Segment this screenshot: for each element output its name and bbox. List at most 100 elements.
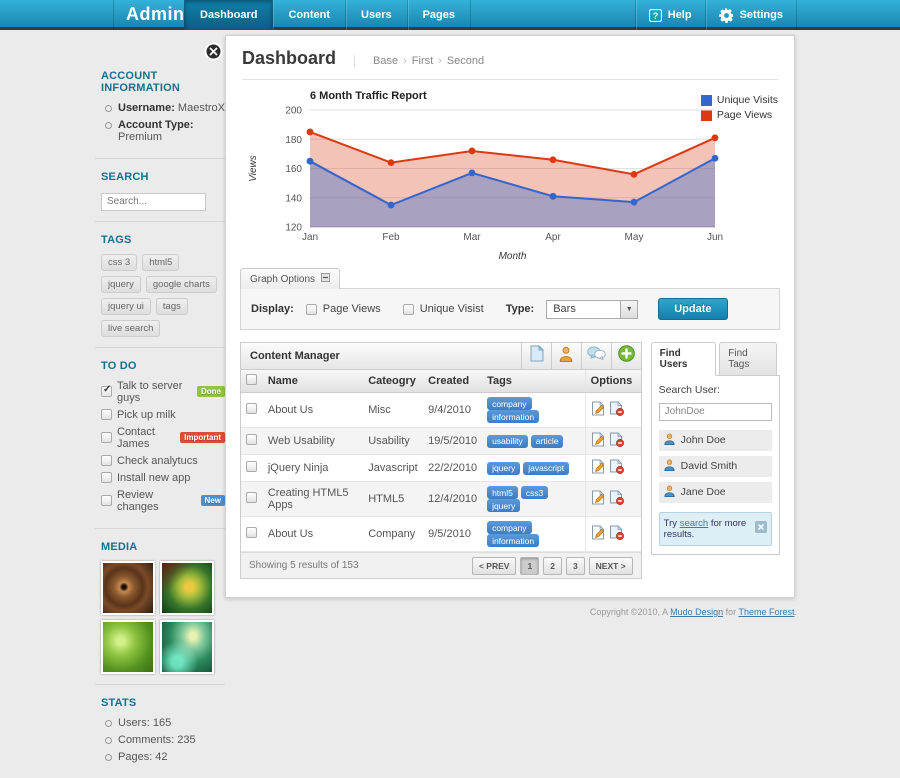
- chart-type-select[interactable]: Bars ▼: [546, 299, 639, 319]
- media-section: MEDIA: [95, 529, 225, 685]
- collapse-toggle-icon[interactable]: [321, 273, 331, 285]
- pagination-button[interactable]: 2: [543, 556, 562, 575]
- table-row[interactable]: About Us Company 9/5/2010 companyinformatio…: [241, 516, 641, 552]
- delete-icon[interactable]: [609, 525, 624, 543]
- media-thumbnail-green-blur[interactable]: [101, 619, 155, 674]
- document-tool-button[interactable]: [520, 343, 551, 369]
- nav-tab-dashboard[interactable]: Dashboard: [184, 0, 274, 30]
- help-button[interactable]: ? Help: [634, 0, 705, 30]
- settings-button[interactable]: Settings: [704, 0, 797, 30]
- todo-checkbox[interactable]: [101, 472, 112, 483]
- tag-pill[interactable]: css 3: [101, 253, 138, 271]
- table-row[interactable]: jQuery Ninja Javascript 22/2/2010 jquery jav…: [241, 454, 641, 482]
- tag-pill[interactable]: google charts: [145, 275, 217, 293]
- tab-find-tags[interactable]: Find Tags: [719, 342, 777, 376]
- content-tag[interactable]: usability: [487, 434, 528, 448]
- todo-section: TO DO Talk to server guys Done Pick up mil…: [95, 348, 225, 529]
- find-users-box: Search User: John Doe David Smith Jane Doe…: [650, 375, 780, 555]
- content-tag[interactable]: article: [530, 434, 564, 448]
- row-checkbox[interactable]: [246, 434, 258, 445]
- row-checkbox[interactable]: [246, 492, 258, 503]
- sidebar: ACCOUNT INFORMATION Username: MaestroX Ac…: [95, 58, 225, 778]
- content-tag[interactable]: css3: [520, 486, 549, 499]
- content-tag[interactable]: jquery: [487, 461, 521, 475]
- search-link[interactable]: search: [679, 517, 709, 529]
- todo-checkbox[interactable]: [101, 384, 112, 397]
- todo-label: Install new app: [117, 471, 191, 484]
- todo-checkbox[interactable]: [101, 495, 112, 506]
- table-row[interactable]: Web Usability Usability 19/5/2010 usability…: [241, 427, 641, 455]
- update-button[interactable]: Update: [658, 298, 728, 320]
- search-user-input[interactable]: [658, 402, 772, 421]
- user-result-row[interactable]: David Smith: [658, 455, 772, 477]
- column-header-options[interactable]: Options: [584, 370, 641, 393]
- user-result-row[interactable]: Jane Doe: [658, 481, 772, 503]
- close-panel-button[interactable]: [204, 42, 223, 61]
- media-thumbnail-fractal-orange[interactable]: [101, 560, 155, 615]
- pagination-button[interactable]: NEXT >: [588, 556, 633, 575]
- tab-find-users[interactable]: Find Users: [650, 342, 717, 376]
- design-credit-link[interactable]: Mudo Design: [670, 607, 724, 617]
- table-row[interactable]: About Us Misc 9/4/2010 companyinformation: [241, 392, 641, 428]
- column-header-created[interactable]: Created: [423, 370, 483, 393]
- media-thumbnail-green-swirl[interactable]: [160, 619, 214, 674]
- edit-icon[interactable]: [591, 432, 605, 450]
- delete-icon[interactable]: [609, 401, 624, 419]
- sidebar-search-input[interactable]: [101, 192, 206, 211]
- svg-text:Month: Month: [499, 251, 527, 262]
- pagination-button[interactable]: < PREV: [471, 556, 517, 575]
- display-option-checkbox[interactable]: [305, 303, 317, 315]
- content-tag[interactable]: html5: [487, 486, 518, 499]
- content-tag[interactable]: jquery: [487, 499, 521, 512]
- breadcrumb-item[interactable]: Second: [446, 55, 485, 67]
- tag-pill[interactable]: jquery ui: [101, 297, 151, 315]
- content-table: Name Cateogry Created Tags Options About Us M…: [241, 370, 641, 552]
- nav-tab-users[interactable]: Users: [346, 0, 408, 30]
- graph-options-tab[interactable]: Graph Options: [240, 268, 341, 289]
- column-header-name[interactable]: Name: [262, 370, 364, 393]
- tag-pill[interactable]: live search: [101, 319, 161, 337]
- edit-icon[interactable]: [591, 490, 605, 508]
- delete-icon[interactable]: [609, 432, 624, 450]
- column-header-cateogry[interactable]: Cateogry: [363, 370, 424, 393]
- tag-pill[interactable]: jquery: [101, 275, 141, 293]
- breadcrumb-item[interactable]: Base: [373, 55, 399, 67]
- todo-checkbox[interactable]: [101, 455, 112, 466]
- row-checkbox[interactable]: [246, 461, 258, 472]
- nav-tab-pages[interactable]: Pages: [408, 0, 472, 30]
- user-result-row[interactable]: John Doe: [658, 429, 772, 451]
- tag-pill[interactable]: html5: [142, 253, 180, 271]
- tag-pill[interactable]: tags: [155, 297, 188, 315]
- media-thumbnail-fractal-flower[interactable]: [160, 560, 214, 615]
- breadcrumb-item[interactable]: First: [411, 55, 434, 67]
- marketplace-link[interactable]: Theme Forest: [738, 607, 795, 617]
- delete-icon[interactable]: [609, 459, 624, 477]
- content-tag[interactable]: company: [487, 521, 532, 534]
- todo-label: Contact James: [117, 425, 155, 450]
- column-header-tags[interactable]: Tags: [482, 370, 586, 393]
- delete-icon[interactable]: [609, 490, 624, 508]
- select-all-checkbox[interactable]: [246, 374, 257, 385]
- content-tag[interactable]: company: [487, 397, 532, 410]
- row-checkbox[interactable]: [246, 527, 258, 538]
- select-arrow-icon[interactable]: ▼: [620, 300, 638, 318]
- pagination-button[interactable]: 1: [520, 556, 540, 575]
- cell-name: About Us: [262, 392, 364, 428]
- nav-tab-content[interactable]: Content: [273, 0, 347, 30]
- user-tool-button[interactable]: [550, 343, 581, 369]
- table-row[interactable]: Creating HTML5 Apps HTML5 12/4/2010 html5 cs…: [241, 481, 641, 517]
- content-tag[interactable]: information: [487, 534, 540, 547]
- edit-icon[interactable]: [591, 401, 605, 419]
- row-checkbox[interactable]: [246, 403, 258, 414]
- content-tag[interactable]: javascript: [523, 461, 570, 475]
- add-tool-button[interactable]: [610, 343, 641, 369]
- comments-tool-button[interactable]: [580, 343, 611, 369]
- alert-close-icon[interactable]: [755, 521, 767, 536]
- pagination-button[interactable]: 3: [565, 556, 585, 575]
- todo-checkbox[interactable]: [101, 432, 112, 443]
- display-option-checkbox[interactable]: [402, 303, 414, 315]
- edit-icon[interactable]: [591, 525, 605, 543]
- todo-checkbox[interactable]: [101, 409, 112, 420]
- edit-icon[interactable]: [591, 459, 605, 477]
- content-tag[interactable]: information: [487, 410, 540, 423]
